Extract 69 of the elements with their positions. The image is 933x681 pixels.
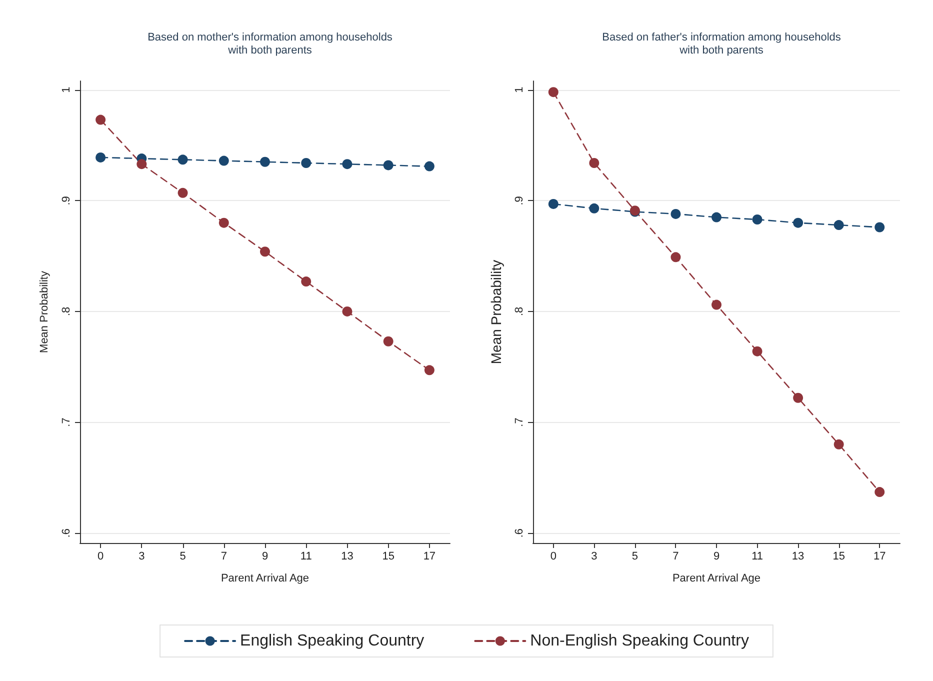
point [793,218,804,228]
y-tick-label: 1 [514,86,526,93]
x-tick-label: 15 [382,550,394,562]
point [589,158,600,168]
x-tick-label: 7 [220,550,227,562]
point [178,154,188,165]
y-tick-label: .6 [514,528,526,538]
x-tick-label: 17 [423,550,436,562]
y-tick-label: .8 [60,306,72,316]
x-axis-title: Parent Arrival Age [220,572,310,584]
x-tick-label: 5 [180,550,186,562]
x-axis-title: Parent Arrival Age [672,572,761,584]
x-tick-label: 9 [262,550,268,562]
x-tick-label: 17 [873,550,886,562]
y-tick-label: .6 [60,528,72,538]
point [383,160,394,170]
point [342,306,352,316]
y-tick-label: .8 [514,306,526,316]
point [752,346,762,356]
point [548,87,558,98]
y-axis-title: Mean Probability [38,270,50,353]
point [301,276,312,287]
x-tick-label: 3 [138,550,145,562]
point [424,161,434,172]
y-tick-label: .7 [60,418,72,427]
x-tick-label: 5 [632,550,638,562]
point [670,208,681,219]
y-axis-title: Mean Probability [488,260,504,364]
point [136,159,147,170]
point [548,198,558,209]
x-tick-label: 13 [341,550,354,562]
x-tick-label: 13 [792,550,804,562]
chart-title: Based on mother's information among households with both parents [148,32,393,56]
x-tick-label: 3 [591,550,598,562]
y-tick-label: 1 [60,86,72,93]
legend-label: English Speaking Country [240,632,424,650]
point [260,246,270,257]
legend-label: Non-English Speaking Country [530,632,749,650]
x-tick-label: 11 [752,550,763,562]
point [218,156,229,166]
point [424,365,434,376]
point [96,152,106,162]
point [589,203,600,214]
point [793,392,804,403]
x-tick-label: 11 [300,550,312,562]
y-tick-label: .9 [60,196,72,206]
point [383,336,394,346]
x-tick-label: 7 [672,550,679,562]
y-tick-label: .9 [514,196,526,206]
point [874,222,885,232]
point [712,300,722,310]
x-tick-label: 0 [550,550,556,562]
point [218,218,229,228]
point [260,156,270,167]
point [834,220,844,230]
x-tick-label: 9 [713,550,720,562]
point [752,214,762,224]
x-tick-label: 0 [97,550,104,562]
chart-title: Based on father's information among households with both parents [602,32,842,56]
point [712,212,722,222]
point [874,487,885,498]
point [301,158,312,168]
point [834,439,844,450]
y-tick-label: .7 [514,418,526,427]
point [670,252,681,262]
point [178,188,188,198]
point [96,114,106,125]
point [342,159,352,170]
x-tick-label: 15 [832,550,845,562]
